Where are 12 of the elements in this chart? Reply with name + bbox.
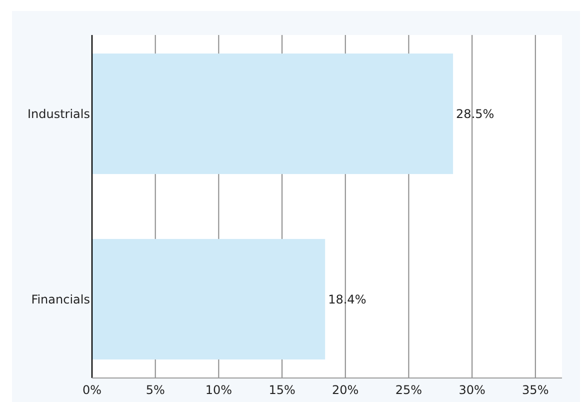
x-tick-label: 5%: [146, 383, 165, 397]
x-tick-label: 30%: [458, 383, 486, 397]
x-tick-label: 10%: [205, 383, 232, 397]
x-tick-label: 20%: [332, 383, 359, 397]
x-tick-label: 15%: [268, 383, 296, 397]
data-label: 18.4%: [328, 292, 366, 306]
data-label: 28.5%: [456, 106, 494, 121]
x-tick-label: 35%: [522, 383, 549, 397]
y-tick-label: Industrials: [27, 106, 90, 121]
x-tick-label: 25%: [395, 383, 422, 397]
y-tick-label: Financials: [31, 292, 90, 306]
x-tick-label: 0%: [82, 383, 102, 397]
